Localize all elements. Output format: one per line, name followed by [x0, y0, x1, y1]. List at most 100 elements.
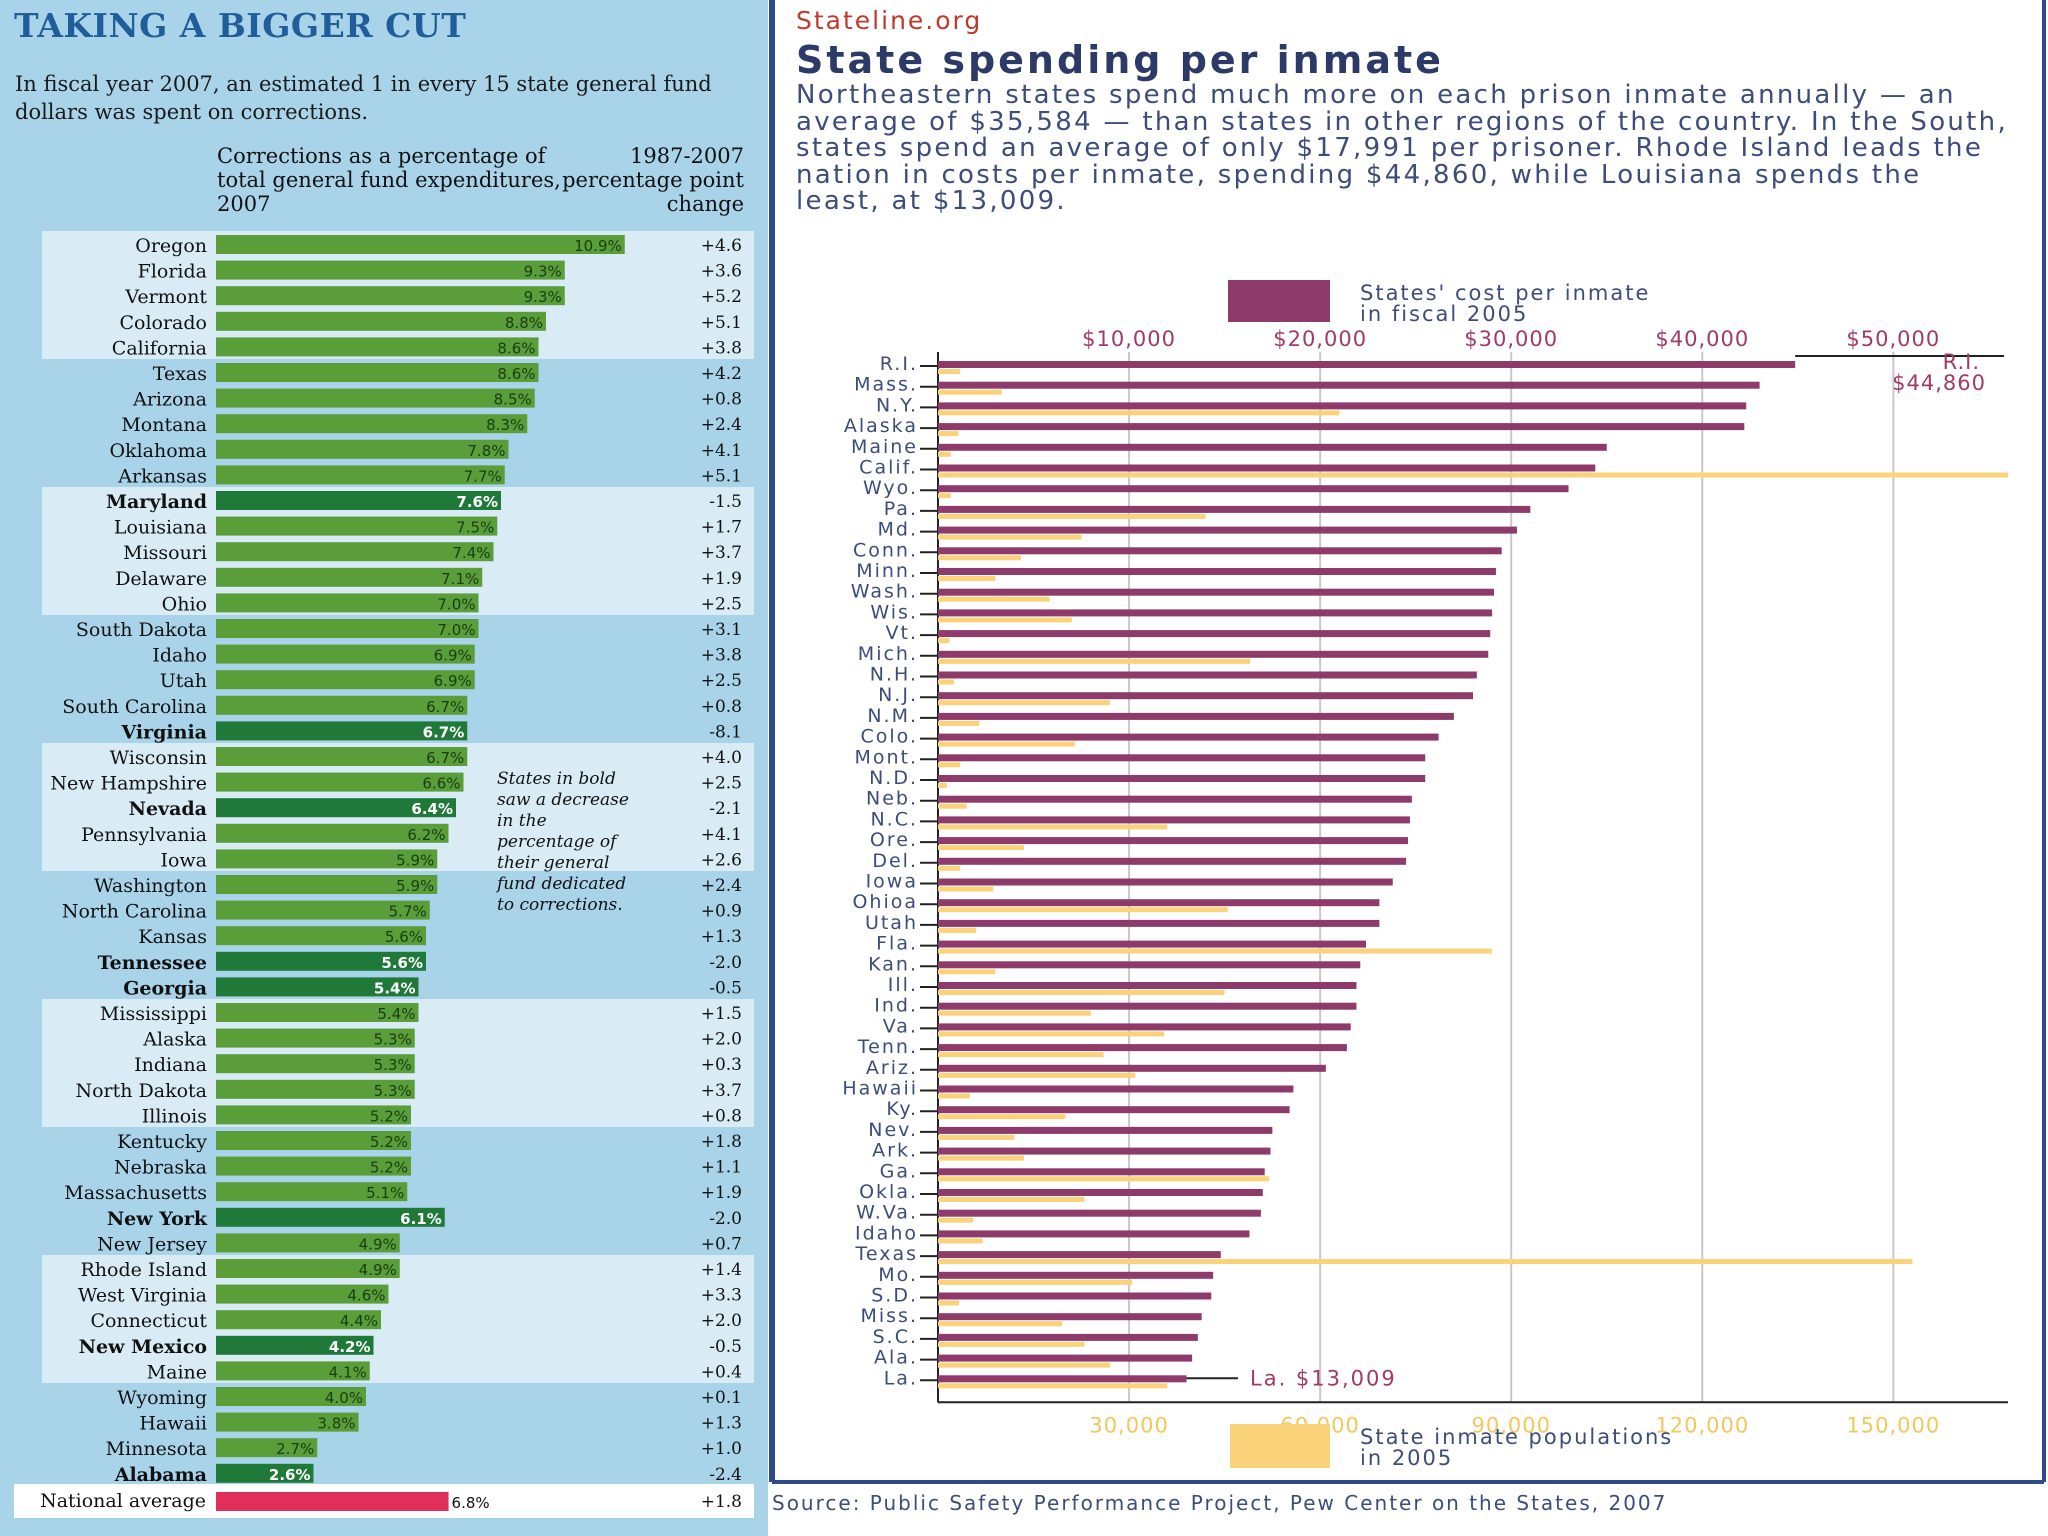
- pop-bar: [938, 658, 1251, 664]
- cost-bar: [938, 1126, 1273, 1134]
- change-label: -0.5: [709, 1337, 742, 1357]
- state-label: Arizona: [132, 389, 207, 411]
- pct-bar: [216, 1079, 415, 1099]
- state-label: New Hampshire: [50, 773, 207, 795]
- cost-bar: [938, 816, 1410, 824]
- pct-label: 5.7%: [389, 903, 427, 921]
- pct-bar: [216, 593, 479, 613]
- state-label: Iowa: [160, 849, 207, 871]
- pct-label: 8.5%: [494, 391, 532, 409]
- pop-bar: [938, 865, 961, 871]
- pop-bar: [938, 555, 1021, 561]
- state-abbr-label: Okla.: [859, 1181, 918, 1203]
- state-abbr-label: Ind.: [874, 995, 918, 1017]
- change-label: -8.1: [709, 722, 742, 742]
- cost-bar: [938, 1189, 1263, 1196]
- cost-bar: [938, 650, 1489, 658]
- pct-bar: [216, 670, 475, 690]
- pop-bar: [938, 845, 1024, 851]
- annotation-ri-state: R.I.: [1943, 350, 1980, 374]
- pct-label: 8.6%: [497, 339, 535, 357]
- state-abbr-label: Vt.: [886, 622, 919, 644]
- state-abbr-label: N.M.: [867, 705, 918, 727]
- cost-bar: [938, 940, 1366, 948]
- pct-label: 7.6%: [456, 493, 498, 511]
- cost-bar: [938, 381, 1760, 389]
- pct-label: 7.7%: [464, 467, 502, 485]
- cost-bar: [938, 609, 1493, 617]
- state-abbr-label: Ala.: [874, 1347, 918, 1369]
- pop-bar: [938, 1238, 983, 1244]
- cost-bar: [938, 1147, 1271, 1155]
- change-label: +5.2: [701, 287, 742, 307]
- state-label: Missouri: [123, 542, 207, 564]
- change-label: +4.0: [701, 748, 742, 768]
- national-label: National average: [40, 1490, 206, 1512]
- top-tick-label: $40,000: [1655, 327, 1749, 351]
- state-abbr-label: Ark.: [872, 1140, 918, 1162]
- state-label: Massachusetts: [64, 1182, 207, 1204]
- right-panel: Stateline.org State spending per inmate …: [768, 0, 2048, 1536]
- state-abbr-label: Maine: [851, 436, 918, 458]
- change-label: +0.8: [701, 697, 742, 717]
- state-label: Minnesota: [106, 1438, 207, 1460]
- state-abbr-label: N.C.: [870, 808, 918, 830]
- cost-bar: [938, 919, 1380, 927]
- state-abbr-label: N.J.: [878, 684, 918, 706]
- note-line: percentage of: [497, 832, 619, 852]
- pct-bar: [216, 516, 498, 536]
- cost-bar: [938, 1106, 1290, 1114]
- pop-bar: [938, 1176, 1270, 1182]
- change-label: +1.9: [701, 569, 742, 589]
- pct-bar: [216, 1284, 389, 1304]
- pct-label: 7.5%: [456, 519, 494, 537]
- left-panel: TAKING A BIGGER CUT In fiscal year 2007,…: [0, 0, 768, 1536]
- pop-bar: [938, 1052, 1104, 1058]
- pct-bar: [216, 1054, 415, 1074]
- state-abbr-label: N.Y.: [876, 394, 918, 416]
- state-label: Nebraska: [114, 1157, 207, 1179]
- change-label: +0.3: [701, 1055, 742, 1075]
- cost-bar: [938, 1333, 1198, 1341]
- pct-bar: [216, 695, 468, 715]
- pct-bar: [216, 1335, 374, 1355]
- state-label: New Jersey: [97, 1233, 207, 1255]
- pop-bar: [938, 907, 1228, 913]
- pct-label: 6.7%: [426, 749, 464, 767]
- change-label: +3.1: [701, 620, 742, 640]
- pct-label: 3.8%: [317, 1415, 355, 1433]
- pct-label: 4.1%: [329, 1363, 367, 1381]
- cost-bar: [938, 857, 1407, 865]
- pct-label: 5.3%: [374, 1056, 412, 1074]
- pct-label: 9.3%: [524, 288, 562, 306]
- pct-label: 6.7%: [423, 723, 465, 741]
- state-abbr-label: Ill.: [888, 974, 918, 996]
- state-abbr-label: Idaho: [855, 1222, 918, 1244]
- cost-bar: [938, 1168, 1265, 1176]
- pct-label: 4.0%: [325, 1389, 363, 1407]
- change-label: +3.7: [701, 1081, 742, 1101]
- pct-bar: [216, 977, 419, 997]
- cost-bar: [938, 961, 1361, 969]
- state-label: New York: [107, 1208, 208, 1230]
- pct-label: 7.8%: [467, 442, 505, 460]
- pct-bar: [216, 439, 509, 459]
- state-abbr-label: N.D.: [869, 767, 918, 789]
- state-label: North Dakota: [75, 1080, 207, 1102]
- pop-bar: [938, 803, 967, 809]
- pct-label: 5.9%: [396, 851, 434, 869]
- pop-bar: [938, 431, 959, 437]
- pct-label: 5.6%: [385, 928, 423, 946]
- annotation-ri-value: $44,860: [1892, 371, 1986, 395]
- cost-bar: [938, 733, 1439, 741]
- change-label: +2.4: [701, 876, 742, 896]
- pct-bar: [216, 1463, 314, 1483]
- change-label: +5.1: [701, 466, 742, 486]
- state-abbr-label: Kan.: [868, 953, 918, 975]
- state-label: Maine: [147, 1361, 207, 1383]
- pct-label: 5.9%: [396, 877, 434, 895]
- state-abbr-label: Ore.: [870, 829, 918, 851]
- legend-pop-line1: State inmate populations: [1360, 1425, 1673, 1449]
- state-label: Colorado: [119, 312, 207, 334]
- pct-label: 4.6%: [347, 1287, 385, 1305]
